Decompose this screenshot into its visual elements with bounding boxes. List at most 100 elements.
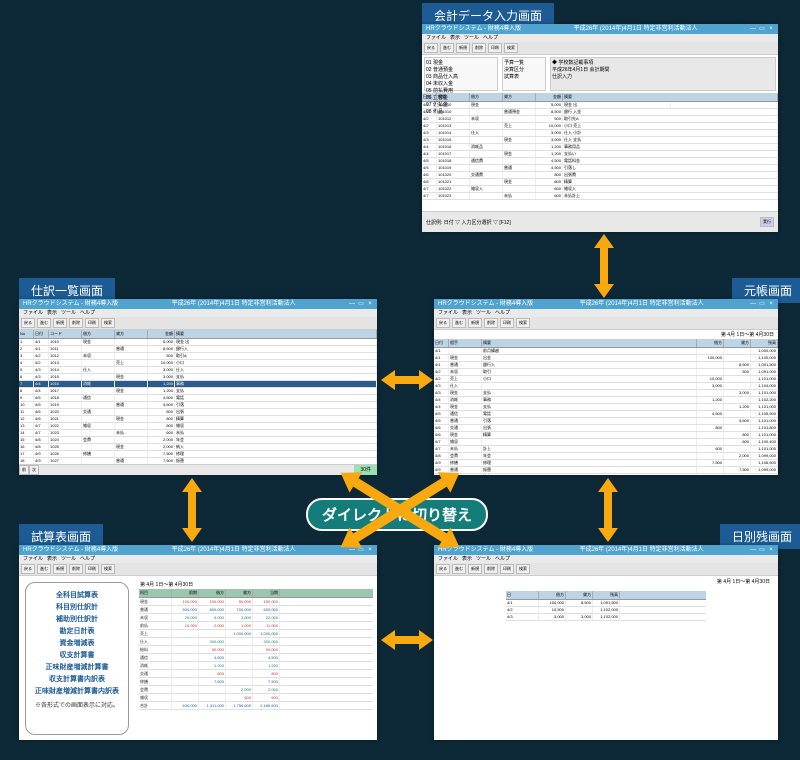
table-row[interactable]: 4/5普通引落4,5001,101,000 (434, 418, 778, 425)
list-item[interactable]: 03 商品仕入高 (426, 73, 496, 80)
table-row[interactable]: 4/4消耗事務1,2001,102,200 (434, 397, 778, 404)
minimize-icon[interactable]: — (750, 24, 756, 34)
table-row[interactable]: 4/2売上小口10,0001,101,000 (434, 376, 778, 383)
table-row[interactable]: 4/3現金支払3,0001,101,000 (434, 390, 778, 397)
tool-button[interactable]: 進む (440, 43, 454, 53)
table-row[interactable]: 4/3仕入3,0001,104,000 (434, 383, 778, 390)
close-icon[interactable]: × (768, 24, 774, 34)
table-row[interactable]: 124/61021現金800精算 (19, 416, 377, 423)
tool-button[interactable]: 印刷 (500, 564, 514, 574)
table-row[interactable]: 4/3101015現金3,000仕入 支払 (422, 137, 778, 144)
tool-button[interactable]: 印刷 (85, 564, 99, 574)
tool-button[interactable]: 印刷 (500, 318, 514, 328)
table-row[interactable]: 消耗1,2001,200 (139, 662, 373, 670)
report-option[interactable]: 収支計算書内訳表 (49, 674, 105, 684)
table-row[interactable]: 4/7雑収6001,100,400 (434, 439, 778, 446)
table-row[interactable]: 4/210,5001,102,000 (506, 607, 706, 614)
tool-button[interactable]: 削除 (69, 318, 83, 328)
table-row[interactable]: 54/31014仕入3,000仕入 (19, 367, 377, 374)
table-row[interactable]: 4/7101022雑収入600雑収入 (422, 186, 778, 193)
tool-button[interactable]: 進む (452, 318, 466, 328)
table-row[interactable]: 94/51018通信4,500電話 (19, 395, 377, 402)
tool-button[interactable]: 削除 (472, 43, 486, 53)
table-row[interactable]: 給料90,00090,000 (139, 646, 373, 654)
table-row[interactable]: 4/3101014仕入3,000仕入 小計 (422, 130, 778, 137)
tool-button[interactable]: 検索 (101, 318, 115, 328)
menu-item[interactable]: 表示 (450, 34, 460, 42)
report-option[interactable]: 資金増減表 (60, 638, 95, 648)
menu-item[interactable]: ツール (476, 309, 491, 317)
menu-item[interactable]: ファイル (426, 34, 446, 42)
menu-item[interactable]: ヘルプ (483, 34, 498, 42)
report-option[interactable]: 科目別仕訳計 (56, 602, 98, 612)
tool-button[interactable]: 新規 (456, 43, 470, 53)
table-row[interactable]: 4/1普通銀行入8,5001,091,500 (434, 362, 778, 369)
report-option[interactable]: 正味財産増減計算書 (46, 662, 109, 672)
tool-button[interactable]: 戻る (436, 318, 450, 328)
table-row[interactable]: 4/6交通出張8001,101,800 (434, 425, 778, 432)
table-row[interactable]: 64/31015現金3,000支払 (19, 374, 377, 381)
report-option[interactable]: 収支計算書 (60, 650, 95, 660)
table-row[interactable]: 売上1,000,0001,000,000 (139, 630, 373, 638)
tool-button[interactable]: 新規 (53, 564, 67, 574)
list-item[interactable]: 決算区分 (504, 66, 544, 73)
tool-button[interactable]: 検索 (516, 564, 530, 574)
tool-button[interactable]: 削除 (484, 318, 498, 328)
menu-item[interactable]: 表示 (462, 309, 472, 317)
table-row[interactable]: 4/1101010現金5,000現金 出 (422, 102, 778, 109)
table-row[interactable]: 合計630,0001,311,0001,756,6002,189,600 (139, 702, 373, 710)
table-row[interactable]: 4/4現金支払1,2001,101,000 (434, 404, 778, 411)
table-row[interactable]: 4/1現金出金100,0001,100,000 (434, 355, 778, 362)
table-row[interactable]: 通信4,5004,500 (139, 654, 373, 662)
menu-item[interactable]: ファイル (23, 309, 43, 317)
table-row[interactable]: 4/4101016消耗品1,200事務用品 (422, 144, 778, 151)
table-row[interactable]: 114/61020交通800出張 (19, 409, 377, 416)
menu-item[interactable]: ヘルプ (80, 309, 95, 317)
tool-button[interactable]: 新規 (468, 318, 482, 328)
table-row[interactable]: 普通500,000800,000700,000600,000 (139, 606, 373, 614)
table-row[interactable]: 仕入300,000300,000 (139, 638, 373, 646)
table-row[interactable]: 4/5101018通信費4,500電話料金 (422, 158, 778, 165)
table-row[interactable]: 4/2101013売上10,000小口 売上 (422, 123, 778, 130)
report-option[interactable]: 正味財産増減計算書内訳表 (35, 686, 119, 696)
prev-button[interactable]: 前 (19, 465, 29, 475)
list-item[interactable]: 04 未収入金 (426, 80, 496, 87)
table-row[interactable]: 未収20,0005,0003,00022,000 (139, 614, 373, 622)
menu-item[interactable]: 表示 (47, 555, 57, 563)
table-row[interactable]: 交通800800 (139, 670, 373, 678)
report-option[interactable]: 全科目試算表 (56, 590, 98, 600)
menu-item[interactable]: ヘルプ (80, 555, 95, 563)
list-item[interactable]: 02 普通預金 (426, 66, 496, 73)
table-row[interactable]: 154/81024会費2,000年会 (19, 437, 377, 444)
table-row[interactable]: 前払10,0002,0001,00011,000 (139, 622, 373, 630)
table-row[interactable]: 4/1101010普通預金8,500銀行 入金 (422, 109, 778, 116)
table-row[interactable]: 4/1前月繰越1,000,000 (434, 348, 778, 355)
tool-button[interactable]: 印刷 (488, 43, 502, 53)
table-row[interactable]: 現金100,000100,00050,000150,000 (139, 598, 373, 606)
menu-item[interactable]: ヘルプ (495, 309, 510, 317)
table-row[interactable]: 44/21013売上10,000小口 (19, 360, 377, 367)
table-row[interactable]: 4/1100,0008,5001,091,500 (506, 600, 706, 607)
menu-item[interactable]: 表示 (47, 309, 57, 317)
table-row[interactable]: 144/71023未払600未払 (19, 430, 377, 437)
tool-button[interactable]: 進む (37, 318, 51, 328)
table-row[interactable]: 134/71022雑収600雑収 (19, 423, 377, 430)
report-option[interactable]: 勘定日計表 (60, 626, 95, 636)
tool-button[interactable]: 検索 (516, 318, 530, 328)
maximize-icon[interactable]: ▭ (759, 24, 765, 34)
next-button[interactable]: 次 (29, 465, 39, 475)
table-row[interactable]: 84/41017現金1,200支払 (19, 388, 377, 395)
tool-button[interactable]: 新規 (53, 318, 67, 328)
menu-item[interactable]: ツール (61, 309, 76, 317)
tool-button[interactable]: 戻る (21, 564, 35, 574)
table-row[interactable]: 雑収600600 (139, 694, 373, 702)
table-row[interactable]: 4/6101020交通費800出張費 (422, 172, 778, 179)
tool-button[interactable]: 進む (37, 564, 51, 574)
table-row[interactable]: 4/7101023未払600未払計上 (422, 193, 778, 200)
table-row[interactable]: 4/33,0003,0001,102,000 (506, 614, 706, 621)
tool-button[interactable]: 戻る (424, 43, 438, 53)
list-item[interactable]: 試算表 (504, 73, 544, 80)
tool-button[interactable]: 印刷 (85, 318, 99, 328)
table-row[interactable]: 34/21012未収500取引A (19, 353, 377, 360)
table-row[interactable]: 74/41016消耗1,200事務 (19, 381, 377, 388)
